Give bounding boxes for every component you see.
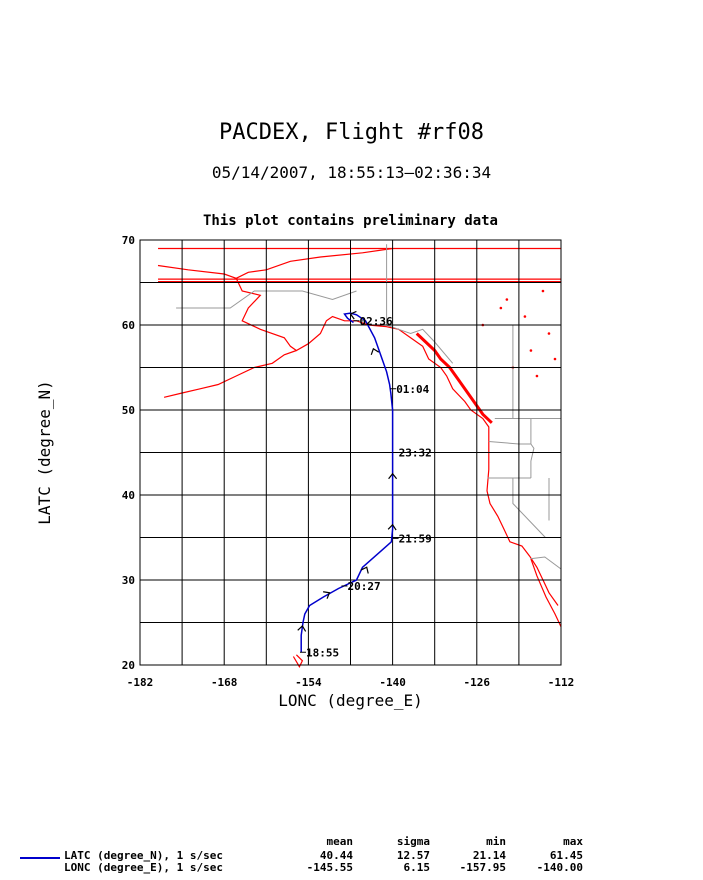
direction-arrow xyxy=(360,566,369,574)
time-annotation-label: 02:36 xyxy=(360,315,393,328)
y-tick-label: 40 xyxy=(122,489,135,502)
legend-row-sigma: 6.15 xyxy=(403,861,431,874)
aleutian-chain xyxy=(163,349,297,398)
time-annotation-label: 18:55 xyxy=(306,646,339,659)
lake-dot xyxy=(541,289,545,293)
chart-subtitle: 05/14/2007, 18:55:13–02:36:34 xyxy=(211,163,492,182)
lake-dot xyxy=(553,357,557,361)
wa-or-border xyxy=(488,441,531,445)
legend-header-mean: mean xyxy=(326,835,354,848)
chart-title: PACDEX, Flight #rf08 xyxy=(219,120,484,145)
lake-dot xyxy=(535,374,539,378)
x-tick-label: -112 xyxy=(548,676,575,689)
legend-header-sigma: sigma xyxy=(396,835,430,848)
direction-arrows xyxy=(297,310,398,632)
time-annotation-label: 21:59 xyxy=(399,532,432,545)
direction-arrow xyxy=(388,472,398,480)
legend-header-max: max xyxy=(563,835,583,848)
axis-ticks: -182 -168 -154 -140 -126 -112 20 30 40 50 60 70 xyxy=(122,234,575,689)
coastline-layer xyxy=(157,247,562,668)
y-tick-label: 70 xyxy=(122,234,135,247)
y-tick-label: 60 xyxy=(122,319,135,332)
lake-dot xyxy=(499,306,503,310)
alaska-canada-border xyxy=(386,244,454,364)
direction-arrow xyxy=(349,310,357,320)
lake-dot xyxy=(547,332,551,335)
flight-track-line xyxy=(300,312,394,653)
baja-coast xyxy=(530,558,562,628)
x-tick-label: -182 xyxy=(127,676,154,689)
x-tick-label: -168 xyxy=(211,676,238,689)
lake-dot xyxy=(523,315,527,318)
legend-header-min: min xyxy=(486,835,506,848)
time-annotation-label: 20:27 xyxy=(347,580,380,593)
lake-dot xyxy=(505,298,509,301)
hawaii-island xyxy=(292,654,304,668)
alaska-north-coast xyxy=(157,247,393,279)
legend-row-mean: -145.55 xyxy=(306,861,353,874)
grid-layer xyxy=(139,239,562,666)
bc-fjord-coast xyxy=(415,332,493,424)
lake-dot xyxy=(529,349,533,352)
direction-arrow xyxy=(370,347,380,356)
legend-row-latc: LATC (degree_N), 1 s/sec 40.44 12.57 21.… xyxy=(0,849,703,863)
time-annotation-label: 23:32 xyxy=(399,447,432,460)
ca-nv-border xyxy=(512,478,546,538)
legend-row-min: -157.95 xyxy=(459,861,506,874)
y-axis-label: LATC (degree_N) xyxy=(35,380,54,525)
x-tick-label: -126 xyxy=(464,676,491,689)
y-tick-label: 50 xyxy=(122,404,135,417)
x-tick-label: -140 xyxy=(379,676,406,689)
id-border xyxy=(530,418,535,478)
x-tick-label: -154 xyxy=(295,676,322,689)
legend-line-swatch xyxy=(20,857,60,859)
legend-stats: mean sigma min max LATC (degree_N), 1 s/… xyxy=(0,835,703,880)
direction-arrow xyxy=(297,624,307,632)
legend-row-mean: 40.44 xyxy=(319,849,353,862)
legend-row-max: 61.45 xyxy=(549,849,583,862)
y-tick-label: 20 xyxy=(122,659,135,672)
legend-row-min: 21.14 xyxy=(472,849,506,862)
us-mexico-border xyxy=(530,556,562,570)
direction-arrow xyxy=(387,523,397,531)
alaska-interior-line xyxy=(176,290,357,309)
legend-row-name: LONC (degree_E), 1 s/sec xyxy=(64,861,223,874)
preliminary-note: This plot contains preliminary data xyxy=(202,213,498,229)
time-annotation-label: 01:04 xyxy=(396,383,429,396)
x-axis-label: LONC (degree_E) xyxy=(278,691,423,710)
time-annotations: 18:55 20:27 21:59 23:32 01:04 02:36 xyxy=(299,315,432,659)
legend-row-name: LATC (degree_N), 1 s/sec xyxy=(64,849,223,862)
political-borders-layer xyxy=(176,244,562,570)
plot-frame xyxy=(139,239,562,666)
legend-row-max: -140.00 xyxy=(536,861,583,874)
y-tick-label: 30 xyxy=(122,574,135,587)
flight-track xyxy=(300,312,394,653)
direction-arrow xyxy=(323,591,331,599)
pacific-coastline xyxy=(235,278,559,606)
legend-row-lonc: LONC (degree_E), 1 s/sec -145.55 6.15 -1… xyxy=(0,861,703,875)
legend-row-sigma: 12.57 xyxy=(396,849,430,862)
